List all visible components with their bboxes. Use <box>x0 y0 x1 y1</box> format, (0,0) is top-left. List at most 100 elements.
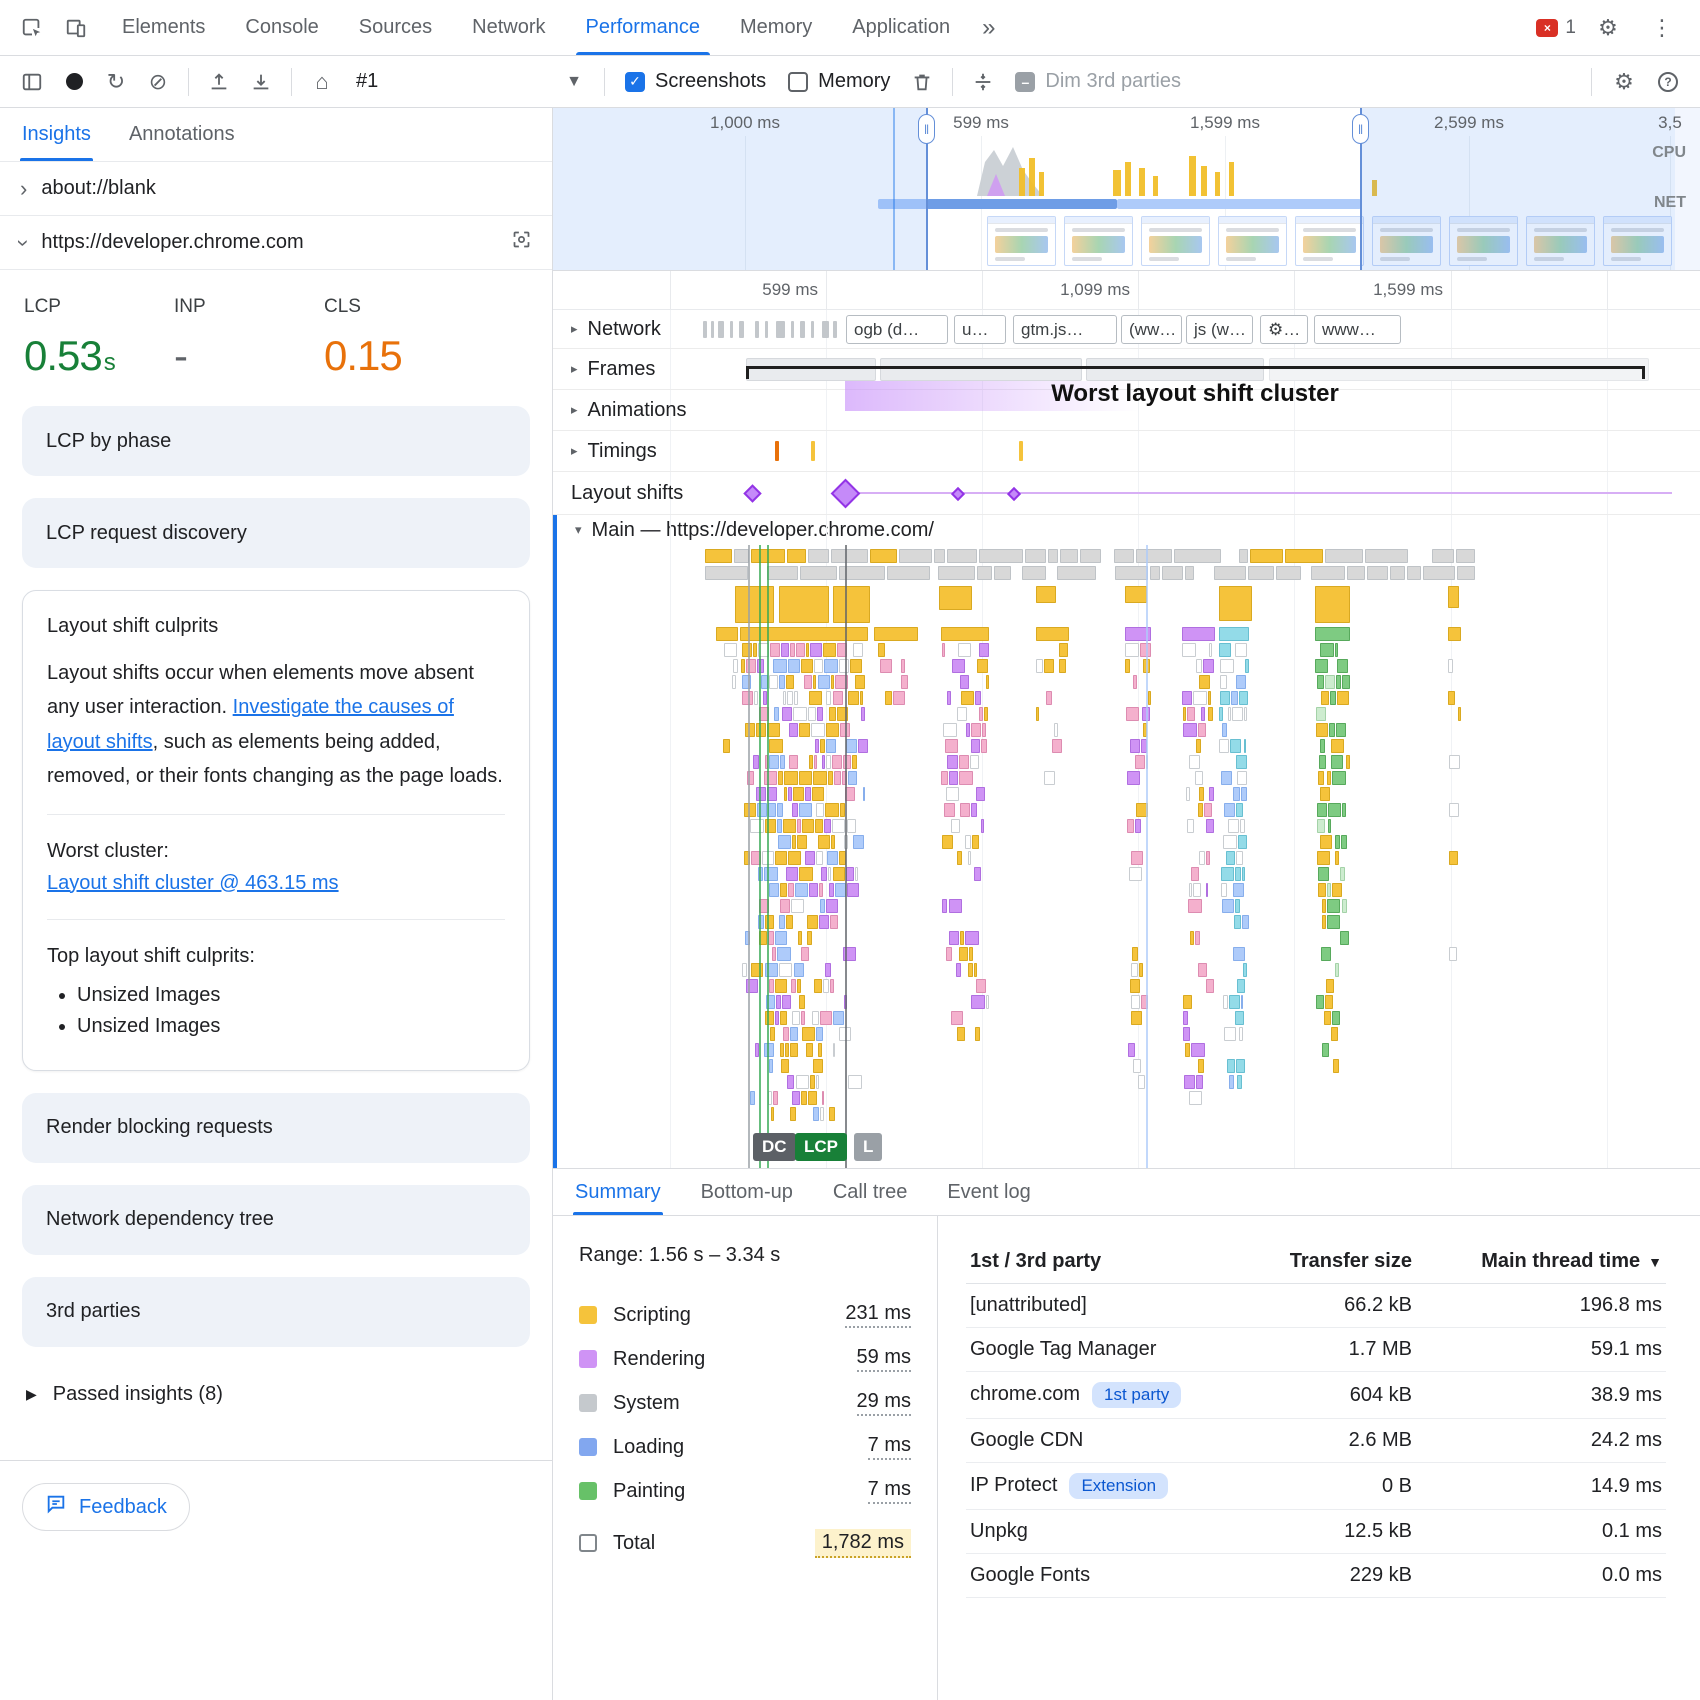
save-profile-icon[interactable] <box>241 62 281 102</box>
table-row[interactable]: Google CDN 2.6 MB 24.2 ms <box>966 1418 1666 1463</box>
filmstrip-screenshot[interactable] <box>1141 216 1210 266</box>
tab-memory[interactable]: Memory <box>740 16 813 38</box>
memory-checkbox[interactable]: Memory <box>778 70 900 93</box>
total-checkbox[interactable] <box>579 1534 597 1552</box>
network-request-chip[interactable]: ogb (d… <box>846 315 948 344</box>
marker-dc[interactable]: DC <box>753 1133 796 1161</box>
tab-performance[interactable]: Performance <box>566 0 721 55</box>
table-row[interactable]: chrome.com 1st party 604 kB 38.9 ms <box>966 1371 1666 1419</box>
tab-sources[interactable]: Sources <box>358 16 433 38</box>
record-button[interactable] <box>54 62 94 102</box>
tab-application[interactable]: Application <box>852 16 951 38</box>
sidebar-tab-annotations[interactable]: Annotations <box>128 123 235 145</box>
filmstrip-screenshot[interactable] <box>1064 216 1133 266</box>
track-animations[interactable]: ▸ Animations <box>553 390 1700 431</box>
column-header-1st-3rd-party[interactable]: 1st / 3rd party <box>966 1240 1196 1284</box>
timeline-overview-minimap[interactable]: CPU NET 1,000 ms 599 ms 1,599 ms 2,599 ms 3,… <box>553 108 1700 271</box>
layout-shift-diamond[interactable] <box>742 484 762 503</box>
network-request-chip[interactable]: js (w… <box>1186 315 1253 344</box>
flame-bar <box>1335 963 1340 977</box>
reload-and-record-icon[interactable]: ↻ <box>106 68 126 94</box>
main-thread-flamechart[interactable]: DC LCP L <box>553 545 1700 1168</box>
flame-bar <box>1449 755 1461 769</box>
tab-network[interactable]: Network <box>472 16 546 38</box>
origin-row-developer-chrome[interactable]: › https://developer.chrome.com <box>0 216 552 270</box>
table-row[interactable]: Unpkg 12.5 kB 0.1 ms <box>966 1509 1666 1554</box>
main-thread-track-header[interactable]: ▾ Main — https://developer.chrome.com/ <box>553 515 1700 545</box>
marker-l[interactable]: L <box>854 1133 883 1161</box>
details-tab-bottom-up[interactable]: Bottom-up <box>700 1180 793 1203</box>
chevron-down-icon: › <box>11 238 37 247</box>
network-request-chip[interactable]: u… <box>954 315 1006 344</box>
insight-card-network-dependency-tree[interactable]: Network dependency tree <box>22 1184 530 1255</box>
load-profile-icon[interactable] <box>199 62 239 102</box>
filmstrip-screenshot[interactable] <box>987 216 1056 266</box>
track-layout-shifts[interactable]: Layout shifts <box>553 472 1700 515</box>
frame-segment[interactable] <box>880 358 1082 381</box>
screenshots-checkbox[interactable]: ✓ Screenshots <box>615 70 776 93</box>
frame-segment[interactable] <box>1086 358 1264 381</box>
inspect-element-icon[interactable] <box>10 6 54 50</box>
network-request-chip[interactable]: (ww… <box>1121 315 1182 344</box>
error-badge[interactable]: × 1 <box>1536 17 1576 39</box>
garbage-collect-icon[interactable] <box>902 62 942 102</box>
layout-shift-diamond[interactable] <box>830 478 860 509</box>
filmstrip-screenshot[interactable] <box>1218 216 1287 266</box>
dim-3rd-parties-checkbox[interactable]: – Dim 3rd parties <box>1005 70 1191 93</box>
insight-card-render-blocking-requests[interactable]: Render blocking requests <box>22 1092 530 1163</box>
column-header-main-thread-time[interactable]: Main thread time ▼ <box>1416 1240 1666 1284</box>
settings-gear-icon[interactable]: ⚙ <box>1598 14 1618 40</box>
layout-shift-diamond[interactable] <box>1006 486 1022 501</box>
marker-lcp[interactable]: LCP <box>795 1133 847 1161</box>
insight-card-lcp-request-discovery[interactable]: LCP request discovery <box>22 498 530 568</box>
toggle-sidebar-panel-icon[interactable] <box>12 62 52 102</box>
collapse-flamechart-icon[interactable] <box>963 62 1003 102</box>
frame-segment[interactable] <box>1269 358 1649 381</box>
live-metrics-home-icon[interactable]: ⌂ <box>315 68 329 94</box>
device-toolbar-icon[interactable] <box>54 6 98 50</box>
filmstrip-screenshot[interactable] <box>1449 216 1518 266</box>
flame-bar <box>827 867 832 881</box>
details-tab-event-log[interactable]: Event log <box>947 1180 1031 1203</box>
details-tab-summary[interactable]: Summary <box>573 1169 663 1215</box>
track-timings[interactable]: ▸ Timings <box>553 431 1700 472</box>
history-select[interactable]: #1 ▼ <box>344 70 594 93</box>
table-row[interactable]: Google Tag Manager 1.7 MB 59.1 ms <box>966 1327 1666 1372</box>
filmstrip-screenshot[interactable] <box>1372 216 1441 266</box>
passed-insights-toggle[interactable]: ▶ Passed insights (8) <box>0 1369 552 1420</box>
network-request-chip[interactable]: gtm.js… <box>1013 315 1117 344</box>
table-row[interactable]: IP Protect Extension 0 B 14.9 ms <box>966 1462 1666 1510</box>
filmstrip-screenshot[interactable] <box>1526 216 1595 266</box>
origin-row-about-blank[interactable]: › about://blank <box>0 162 552 216</box>
overview-window-handle-left[interactable]: ‖ <box>918 108 935 270</box>
details-tab-call-tree[interactable]: Call tree <box>832 1180 908 1203</box>
overview-window-handle-right[interactable]: ‖ <box>1352 108 1369 270</box>
more-tabs-icon[interactable]: » <box>982 13 996 41</box>
network-request-chip[interactable]: www… <box>1314 315 1401 344</box>
feedback-button[interactable]: Feedback <box>22 1483 190 1531</box>
insight-card-lcp-by-phase[interactable]: LCP by phase <box>22 406 530 476</box>
layout-shift-diamond[interactable] <box>950 486 966 501</box>
table-row[interactable]: Google Fonts 229 kB 0.0 ms <box>966 1553 1666 1598</box>
worst-cluster-link[interactable]: Layout shift cluster @ 463.15 ms <box>47 871 339 894</box>
network-request-chip[interactable]: ⚙… <box>1260 315 1308 344</box>
kebab-menu-icon[interactable]: ⋮ <box>1651 14 1673 40</box>
clear-recording-icon[interactable]: ⊘ <box>148 68 168 94</box>
help-icon[interactable]: ? <box>1648 62 1688 102</box>
marker-guide-line <box>759 545 761 1168</box>
table-row[interactable]: [unattributed] 66.2 kB 196.8 ms <box>966 1283 1666 1328</box>
investigate-layout-shifts-link[interactable]: Investigate the causes of layout shifts <box>47 696 454 753</box>
loading-swatch <box>579 1438 597 1456</box>
sidebar-tab-insights[interactable]: Insights <box>20 108 93 161</box>
capture-settings-gear-icon[interactable]: ⚙ <box>1614 68 1634 94</box>
field-capture-icon[interactable] <box>511 229 532 256</box>
insight-card-3rd-parties[interactable]: 3rd parties <box>22 1276 530 1347</box>
tab-console[interactable]: Console <box>245 16 319 38</box>
track-network[interactable]: ▸ Network ogb (d… u… gtm.js… (ww… js (w… ⚙… www… <box>553 310 1700 349</box>
column-header-transfer-size[interactable]: Transfer size <box>1196 1240 1416 1284</box>
filmstrip-screenshot[interactable] <box>1295 216 1364 266</box>
filmstrip-screenshot[interactable] <box>1603 216 1672 266</box>
layout-shift-culprits-card[interactable]: Layout shift culprits Layout shifts occu… <box>22 590 530 1071</box>
tab-elements[interactable]: Elements <box>122 16 206 38</box>
sidebar-scroll-area[interactable]: Insights Annotations › about://blank › ht… <box>0 108 552 1460</box>
